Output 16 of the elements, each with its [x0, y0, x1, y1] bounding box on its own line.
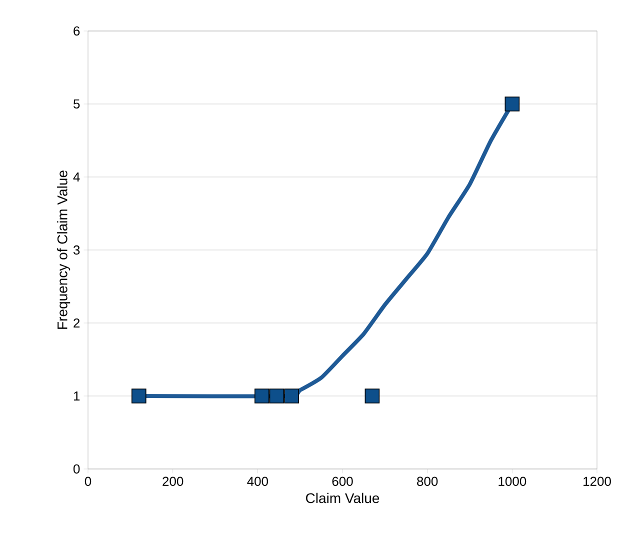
y-tick-label: 1	[74, 392, 80, 400]
x-tick-label: 400	[247, 476, 268, 486]
y-tick-label: 3	[73, 245, 80, 255]
x-tick-label: 800	[417, 476, 438, 486]
y-tick-label: 2	[74, 318, 80, 328]
y-tick-label: 5	[73, 99, 80, 109]
y-tick-label: 6	[74, 26, 80, 36]
x-tick-label: 1000	[498, 476, 526, 486]
y-tick-label: 4	[73, 172, 80, 182]
y-axis-title: Frequency of Claim Value	[57, 170, 70, 329]
x-tick-label: 1200	[584, 476, 611, 486]
x-tick-label: 600	[332, 476, 353, 486]
x-tick-label: 200	[162, 476, 184, 486]
y-tick-label: 0	[73, 464, 80, 474]
x-tick-label: 0	[84, 476, 92, 486]
x-axis-title: Claim Value	[306, 492, 380, 504]
